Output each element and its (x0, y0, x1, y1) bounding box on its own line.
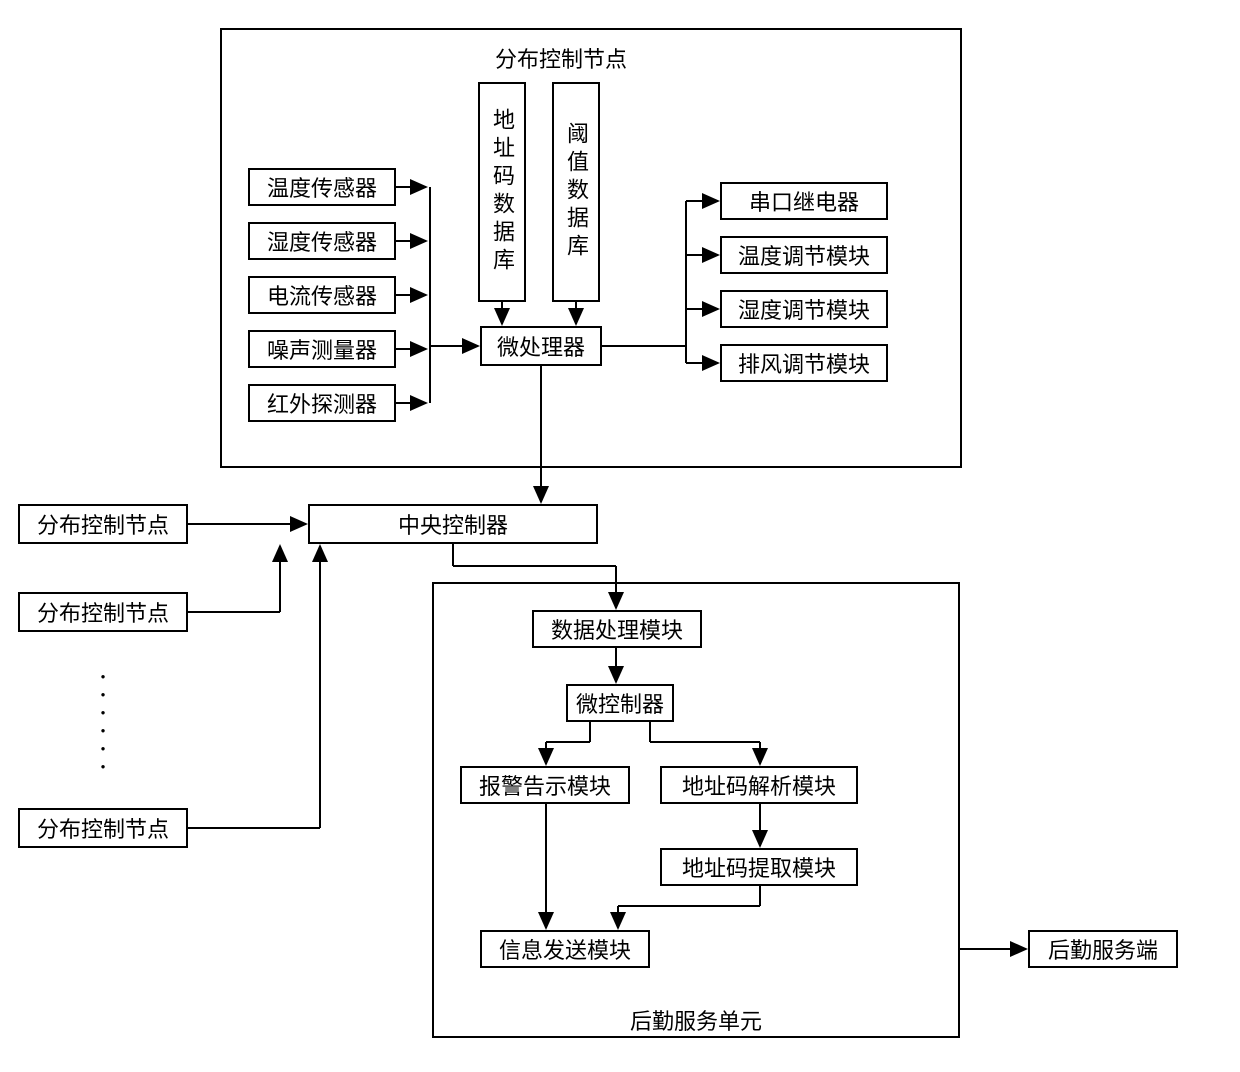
out-temp-adj: 温度调节模块 (720, 236, 888, 274)
dist-node-1: 分布控制节点 (18, 504, 188, 544)
sensor-current: 电流传感器 (248, 276, 396, 314)
sensor-humidity: 湿度传感器 (248, 222, 396, 260)
sensor-ir: 红外探测器 (248, 384, 396, 422)
sensor-noise: 噪声测量器 (248, 330, 396, 368)
db-address: 地址码数据库 (478, 82, 526, 302)
out-humidity-adj: 湿度调节模块 (720, 290, 888, 328)
out-serial-relay: 串口继电器 (720, 182, 888, 220)
dist-node-2: 分布控制节点 (18, 592, 188, 632)
addr-extract: 地址码提取模块 (660, 848, 858, 886)
bottom-container-title: 后勤服务单元 (630, 1004, 762, 1036)
bottom-container (432, 582, 960, 1038)
alarm-module: 报警告示模块 (460, 766, 630, 804)
ellipsis-dots: ●●●●●● (98, 668, 108, 776)
microcontroller: 微控制器 (566, 684, 674, 722)
db-threshold: 阈值数据库 (552, 82, 600, 302)
info-send: 信息发送模块 (480, 930, 650, 968)
top-container-title: 分布控制节点 (495, 42, 627, 74)
dist-node-n: 分布控制节点 (18, 808, 188, 848)
logistics-server: 后勤服务端 (1028, 930, 1178, 968)
sensor-temp: 温度传感器 (248, 168, 396, 206)
addr-parse: 地址码解析模块 (660, 766, 858, 804)
data-process: 数据处理模块 (532, 610, 702, 648)
microprocessor: 微处理器 (480, 326, 602, 366)
central-controller: 中央控制器 (308, 504, 598, 544)
out-vent-adj: 排风调节模块 (720, 344, 888, 382)
